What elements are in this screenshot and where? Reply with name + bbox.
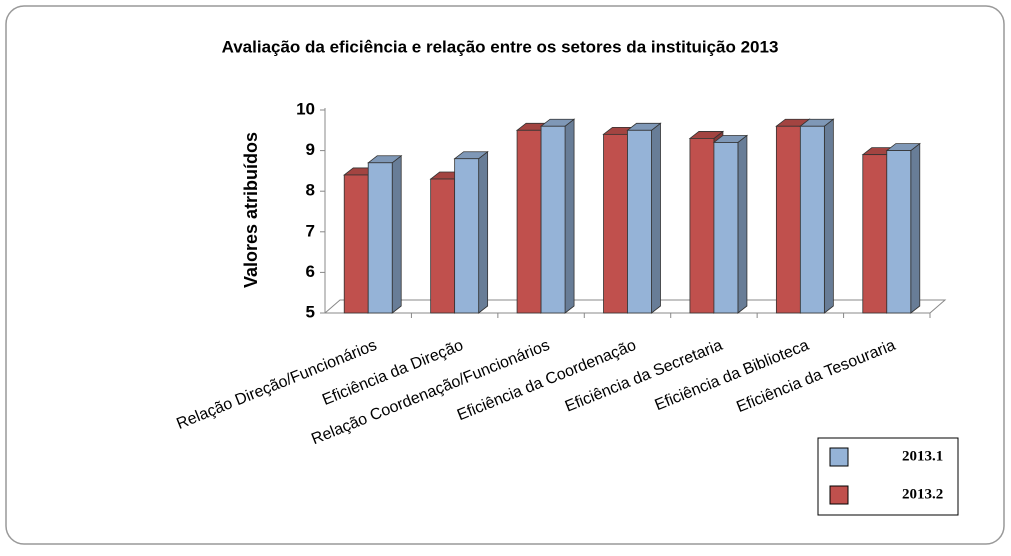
y-tick-label: 8: [306, 181, 315, 200]
legend-label: 2013.1: [902, 448, 943, 464]
bar-side: [564, 118, 575, 314]
legend-label: 2013.2: [902, 486, 943, 502]
y-tick-label: 10: [296, 99, 315, 118]
bar: [430, 178, 456, 314]
bar: [775, 125, 801, 314]
y-tick-label: 6: [306, 262, 315, 281]
chart-title: Avaliação da eficiência e relação entre …: [222, 37, 779, 56]
bar: [713, 142, 739, 314]
bar-side: [651, 122, 661, 314]
y-tick-label: 7: [306, 221, 315, 240]
bar: [799, 125, 825, 314]
bar: [862, 154, 888, 314]
bar: [516, 129, 542, 314]
bar-side: [391, 154, 402, 314]
bar: [540, 125, 566, 314]
bar-side: [478, 150, 489, 314]
y-tick-label: 9: [306, 140, 315, 159]
bar: [886, 150, 912, 314]
chart-frame: [5, 5, 1005, 545]
bar: [454, 158, 480, 314]
legend-swatch: [829, 447, 849, 467]
bar-side: [737, 134, 748, 314]
bar: [343, 174, 369, 314]
bar-side: [910, 142, 921, 314]
legend-swatch: [829, 485, 849, 505]
bar: [367, 162, 393, 314]
bar: [627, 129, 652, 314]
bar: [603, 133, 628, 314]
y-tick-label: 5: [306, 302, 315, 321]
y-axis-label: Valores atribuídos: [241, 132, 261, 288]
bar: [689, 138, 715, 314]
bar-side: [823, 118, 834, 314]
